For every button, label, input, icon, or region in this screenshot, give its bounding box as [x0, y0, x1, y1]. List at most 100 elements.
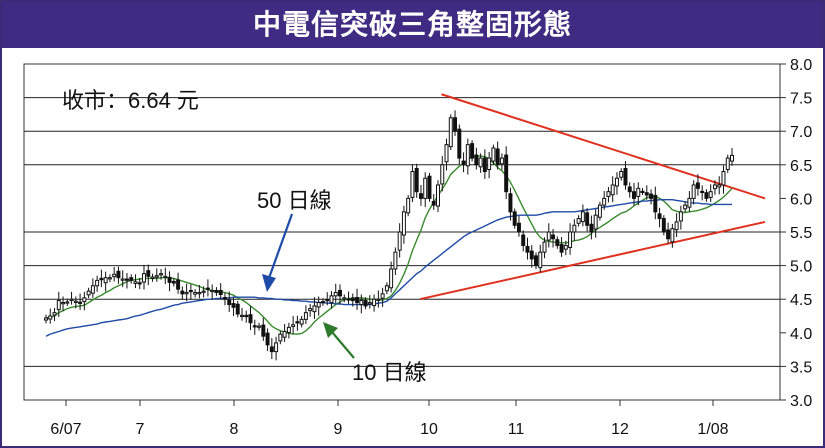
candle-body: [393, 251, 398, 270]
y-tick-label: 4.5: [790, 292, 812, 309]
candle-body: [142, 273, 146, 283]
candlesticks: [44, 110, 734, 361]
candle-body: [265, 332, 270, 346]
candle-body: [338, 289, 342, 297]
candle-body: [159, 273, 164, 276]
candle-body: [704, 192, 709, 199]
candle-body: [299, 318, 304, 325]
trendline-upper: [441, 93, 766, 200]
candle-body: [188, 289, 193, 293]
x-tick-label: 12: [611, 421, 629, 438]
candle-body: [597, 204, 602, 218]
trendlines: [419, 93, 766, 301]
candle-body: [171, 280, 176, 284]
candle-body: [606, 191, 611, 197]
candle-body: [440, 164, 445, 185]
candle-body: [423, 177, 428, 199]
candle-body: [721, 171, 726, 186]
candle-body: [482, 157, 487, 173]
candle-body: [691, 184, 696, 199]
candle-body: [389, 268, 394, 289]
candle-body: [308, 308, 313, 312]
candle-body: [282, 330, 287, 338]
ma10-annotation: 10 日線: [352, 360, 427, 385]
candle-body: [572, 224, 577, 233]
candle-body: [214, 289, 219, 293]
candle-body: [205, 287, 210, 290]
candle-body: [112, 273, 117, 278]
candle-body: [406, 197, 411, 214]
candle-body: [461, 160, 466, 166]
candle-body: [78, 301, 83, 304]
y-tick-label: 8.0: [790, 57, 812, 74]
candle-body: [65, 301, 70, 304]
y-tick-label: 5.0: [790, 259, 812, 276]
candle-body: [103, 277, 108, 284]
candle-body: [372, 298, 377, 307]
candle-body: [218, 289, 223, 295]
candle-body: [538, 251, 543, 269]
ma50-annotation: 50 日線: [257, 188, 332, 213]
x-tick-label: 7: [136, 421, 145, 438]
candle-body: [201, 290, 206, 293]
candle-body: [167, 276, 172, 283]
candle-body: [274, 342, 279, 353]
candle-body: [717, 184, 722, 188]
candle-body: [546, 231, 551, 241]
x-tick-label: 6/07: [50, 421, 81, 438]
candle-body: [708, 191, 713, 198]
candle-body: [470, 143, 475, 159]
candle-body: [397, 231, 402, 251]
candle-body: [380, 293, 385, 299]
candle-body: [602, 197, 607, 206]
ma10-arrowhead-icon: [323, 322, 338, 338]
candle-body: [257, 325, 262, 328]
moving-average-lines: [45, 155, 733, 337]
candle-body: [495, 148, 500, 166]
candle-body: [644, 192, 649, 196]
candle-body: [116, 270, 121, 279]
candle-body: [350, 297, 355, 302]
candle-body: [568, 231, 573, 248]
candle-body: [154, 275, 159, 278]
candle-body: [725, 157, 730, 171]
candle-body: [649, 193, 654, 199]
candle-body: [657, 213, 662, 220]
candle-body: [551, 234, 556, 240]
candle-body: [120, 278, 125, 281]
candle-body: [333, 291, 338, 297]
candle-body: [534, 255, 538, 267]
candle-body: [295, 321, 300, 324]
candle-body: [95, 279, 100, 287]
candle-body: [240, 314, 244, 318]
x-tick-label: 11: [508, 421, 525, 438]
x-tick-label: 1/08: [697, 421, 728, 438]
y-tick-label: 3.0: [790, 393, 812, 410]
y-tick-label: 7.0: [790, 124, 812, 141]
candle-body: [222, 297, 227, 300]
candle-body: [329, 295, 334, 304]
candle-body: [580, 211, 585, 223]
candle-body: [312, 305, 317, 313]
candle-body: [555, 239, 560, 246]
candle-body: [73, 300, 78, 303]
candle-body: [516, 222, 521, 233]
chart-title: 中電信突破三角整固形態: [2, 2, 823, 48]
candle-body: [163, 275, 168, 279]
candle-body: [359, 300, 364, 306]
candle-body: [376, 298, 381, 301]
candle-body: [384, 285, 389, 292]
candle-body: [619, 171, 624, 178]
candle-body: [107, 277, 112, 280]
candle-body: [457, 128, 462, 159]
candle-body: [504, 154, 509, 193]
candle-body: [61, 302, 66, 305]
y-tick-label: 3.5: [790, 359, 812, 376]
candle-body: [269, 346, 274, 353]
candle-body: [700, 190, 705, 194]
candle-body: [453, 117, 458, 132]
x-tick-label: 10: [420, 421, 438, 438]
candle-body: [248, 314, 253, 324]
